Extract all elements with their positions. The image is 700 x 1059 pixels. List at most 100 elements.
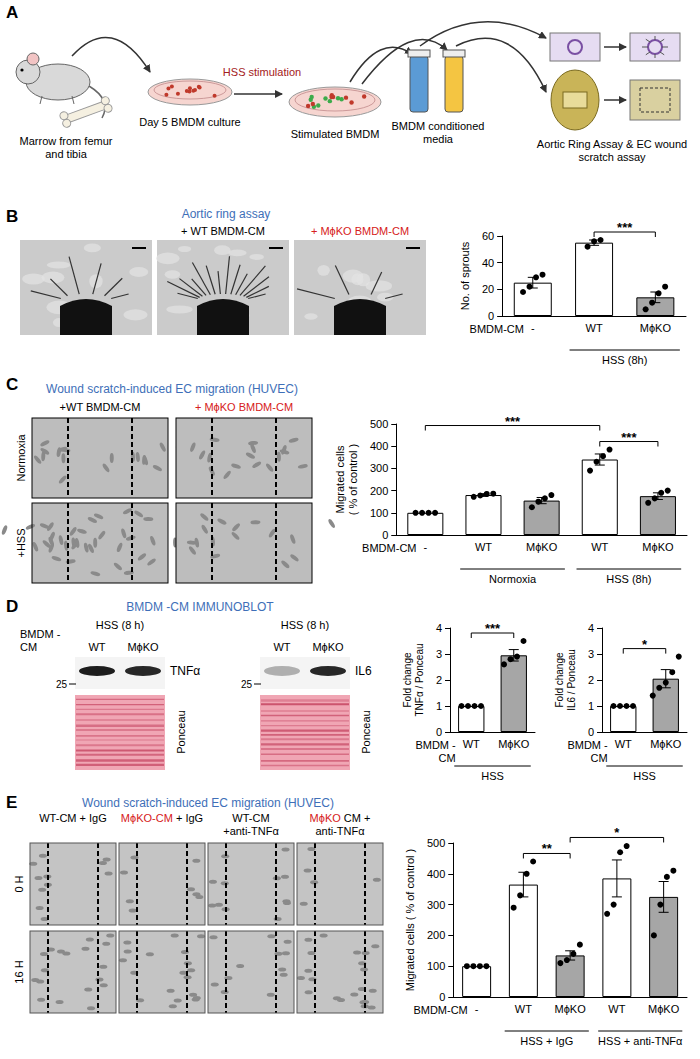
svg-text:20: 20 (482, 283, 494, 295)
svg-text:25: 25 (241, 679, 253, 690)
svg-text:*: * (614, 825, 620, 840)
svg-text:MϕKO: MϕKO (498, 738, 530, 750)
svg-text:1: 1 (436, 700, 442, 712)
svg-text:WT: WT (463, 738, 480, 750)
svg-text:2: 2 (588, 674, 594, 686)
svg-text:WT: WT (475, 541, 492, 553)
svg-text:60: 60 (482, 230, 494, 242)
svg-text:HSS + anti-TNFα: HSS + anti-TNFα (598, 1035, 683, 1047)
svg-text:+HSS: +HSS (15, 528, 27, 557)
svg-text:200: 200 (370, 485, 388, 497)
svg-text:100: 100 (370, 507, 388, 519)
svg-text:3: 3 (436, 648, 442, 660)
svg-text:WT-CM + IgG: WT-CM + IgG (39, 812, 107, 824)
svg-text:IL6 / Ponceau: IL6 / Ponceau (566, 649, 577, 711)
svg-text:0: 0 (382, 529, 388, 541)
svg-text:Migrated cells ( % of control: Migrated cells ( % of control ) (404, 849, 416, 991)
svg-text:BMDM -: BMDM - (415, 739, 456, 751)
svg-text:HSS + IgG: HSS + IgG (520, 1035, 573, 1047)
svg-text:WT: WT (608, 1003, 625, 1015)
svg-text:400: 400 (427, 868, 445, 880)
svg-text:4: 4 (436, 622, 442, 634)
svg-text:0 H: 0 H (13, 875, 25, 892)
svg-text:-: - (475, 1003, 479, 1015)
svg-text:No. of sprouts: No. of sprouts (459, 241, 471, 310)
svg-text:**: ** (542, 841, 553, 856)
svg-text:Migrated cells: Migrated cells (334, 445, 346, 513)
svg-text:+WT BMDM-CM: +WT BMDM-CM (60, 401, 141, 413)
svg-text:WT: WT (615, 738, 632, 750)
svg-text:MϕKO: MϕKO (526, 541, 558, 553)
svg-text:Ponceau: Ponceau (175, 710, 187, 753)
svg-text:WT: WT (273, 641, 290, 653)
svg-text:MϕKO: MϕKO (642, 541, 674, 553)
svg-text:MϕKO: MϕKO (312, 641, 344, 653)
svg-text:25: 25 (56, 679, 68, 690)
svg-text:200: 200 (427, 929, 445, 941)
svg-text:***: *** (485, 621, 501, 636)
svg-text:500: 500 (427, 837, 445, 849)
svg-text:MϕKO: MϕKO (555, 1003, 587, 1015)
svg-text:WT: WT (88, 641, 105, 653)
svg-text:Stimulated BMDM: Stimulated BMDM (291, 128, 380, 140)
svg-text:BMDM-CM: BMDM-CM (470, 323, 524, 335)
svg-text:0: 0 (436, 726, 442, 738)
svg-text:WT-CM+anti-TNFα: WT-CM+anti-TNFα (223, 812, 279, 837)
svg-text:Normoxia: Normoxia (489, 573, 537, 585)
svg-text:HSS: HSS (481, 770, 504, 782)
svg-text:4: 4 (588, 622, 594, 634)
svg-text:CM: CM (591, 752, 608, 764)
svg-text:MϕKO: MϕKO (640, 322, 672, 334)
svg-text:***: *** (621, 430, 637, 445)
svg-text:-: - (423, 541, 427, 553)
svg-text:*: * (642, 637, 648, 652)
svg-text:A: A (6, 3, 18, 22)
svg-text:BMDM -: BMDM - (567, 739, 608, 751)
svg-text:WT: WT (515, 1003, 532, 1015)
svg-text:MϕKO-CM + IgG: MϕKO-CM + IgG (121, 812, 203, 824)
svg-text:+ WT BMDM-CM: + WT BMDM-CM (181, 225, 265, 237)
svg-text:MϕKO: MϕKO (650, 738, 682, 750)
svg-text:0: 0 (588, 726, 594, 738)
svg-text:D: D (6, 597, 18, 616)
svg-text:+ MϕKO BMDM-CM: + MϕKO BMDM-CM (195, 401, 293, 413)
svg-text:Fold change: Fold change (402, 652, 413, 707)
svg-text:C: C (6, 375, 18, 394)
svg-text:Aortic Ring Assay & EC woundsc: Aortic Ring Assay & EC woundscratch assa… (537, 138, 687, 163)
svg-text:HSS (8h): HSS (8h) (606, 573, 651, 585)
svg-text:Fold change: Fold change (554, 652, 565, 707)
svg-text:HSS: HSS (633, 770, 656, 782)
svg-text:HSS (8h): HSS (8h) (602, 354, 647, 366)
svg-text:Wound scratch-induced EC migra: Wound scratch-induced EC migration (HUVE… (82, 796, 334, 810)
svg-text:HSS stimulation: HSS stimulation (223, 66, 301, 78)
svg-text:Ponceau: Ponceau (360, 710, 372, 753)
svg-text:TNFα: TNFα (170, 664, 200, 678)
svg-text:BMDM -CM: BMDM -CM (20, 628, 61, 653)
svg-text:TNFα / Ponceau: TNFα / Ponceau (414, 643, 425, 716)
svg-text:MϕKO: MϕKO (648, 1003, 680, 1015)
svg-text:Aortic ring assay: Aortic ring assay (182, 207, 271, 221)
svg-text:HSS (8 h): HSS (8 h) (281, 619, 329, 631)
svg-text:B: B (6, 207, 18, 226)
svg-text:CM: CM (439, 752, 456, 764)
svg-text:Marrow from femurand tibia: Marrow from femurand tibia (20, 135, 113, 160)
svg-text:MϕKO: MϕKO (127, 641, 159, 653)
svg-text:Wound scratch-induced EC migra: Wound scratch-induced EC migration (HUVE… (46, 382, 298, 396)
svg-text:300: 300 (370, 462, 388, 474)
svg-text:BMDM conditionedmedia: BMDM conditionedmedia (392, 120, 485, 145)
svg-text:500: 500 (370, 418, 388, 430)
svg-text:1: 1 (588, 700, 594, 712)
svg-text:Normoxia: Normoxia (15, 434, 27, 482)
svg-text:BMDM-CM: BMDM-CM (413, 1004, 467, 1016)
svg-text:0: 0 (439, 991, 445, 1003)
svg-text:3: 3 (588, 648, 594, 660)
svg-text:400: 400 (370, 440, 388, 452)
svg-text:BMDM-CM: BMDM-CM (362, 542, 416, 554)
svg-text:0: 0 (488, 310, 494, 322)
svg-text:16 H: 16 H (13, 960, 25, 983)
svg-text:***: *** (505, 414, 521, 429)
svg-text:***: *** (617, 220, 633, 235)
svg-text:-: - (531, 322, 535, 334)
svg-text:40: 40 (482, 257, 494, 269)
svg-text:WT: WT (586, 322, 603, 334)
